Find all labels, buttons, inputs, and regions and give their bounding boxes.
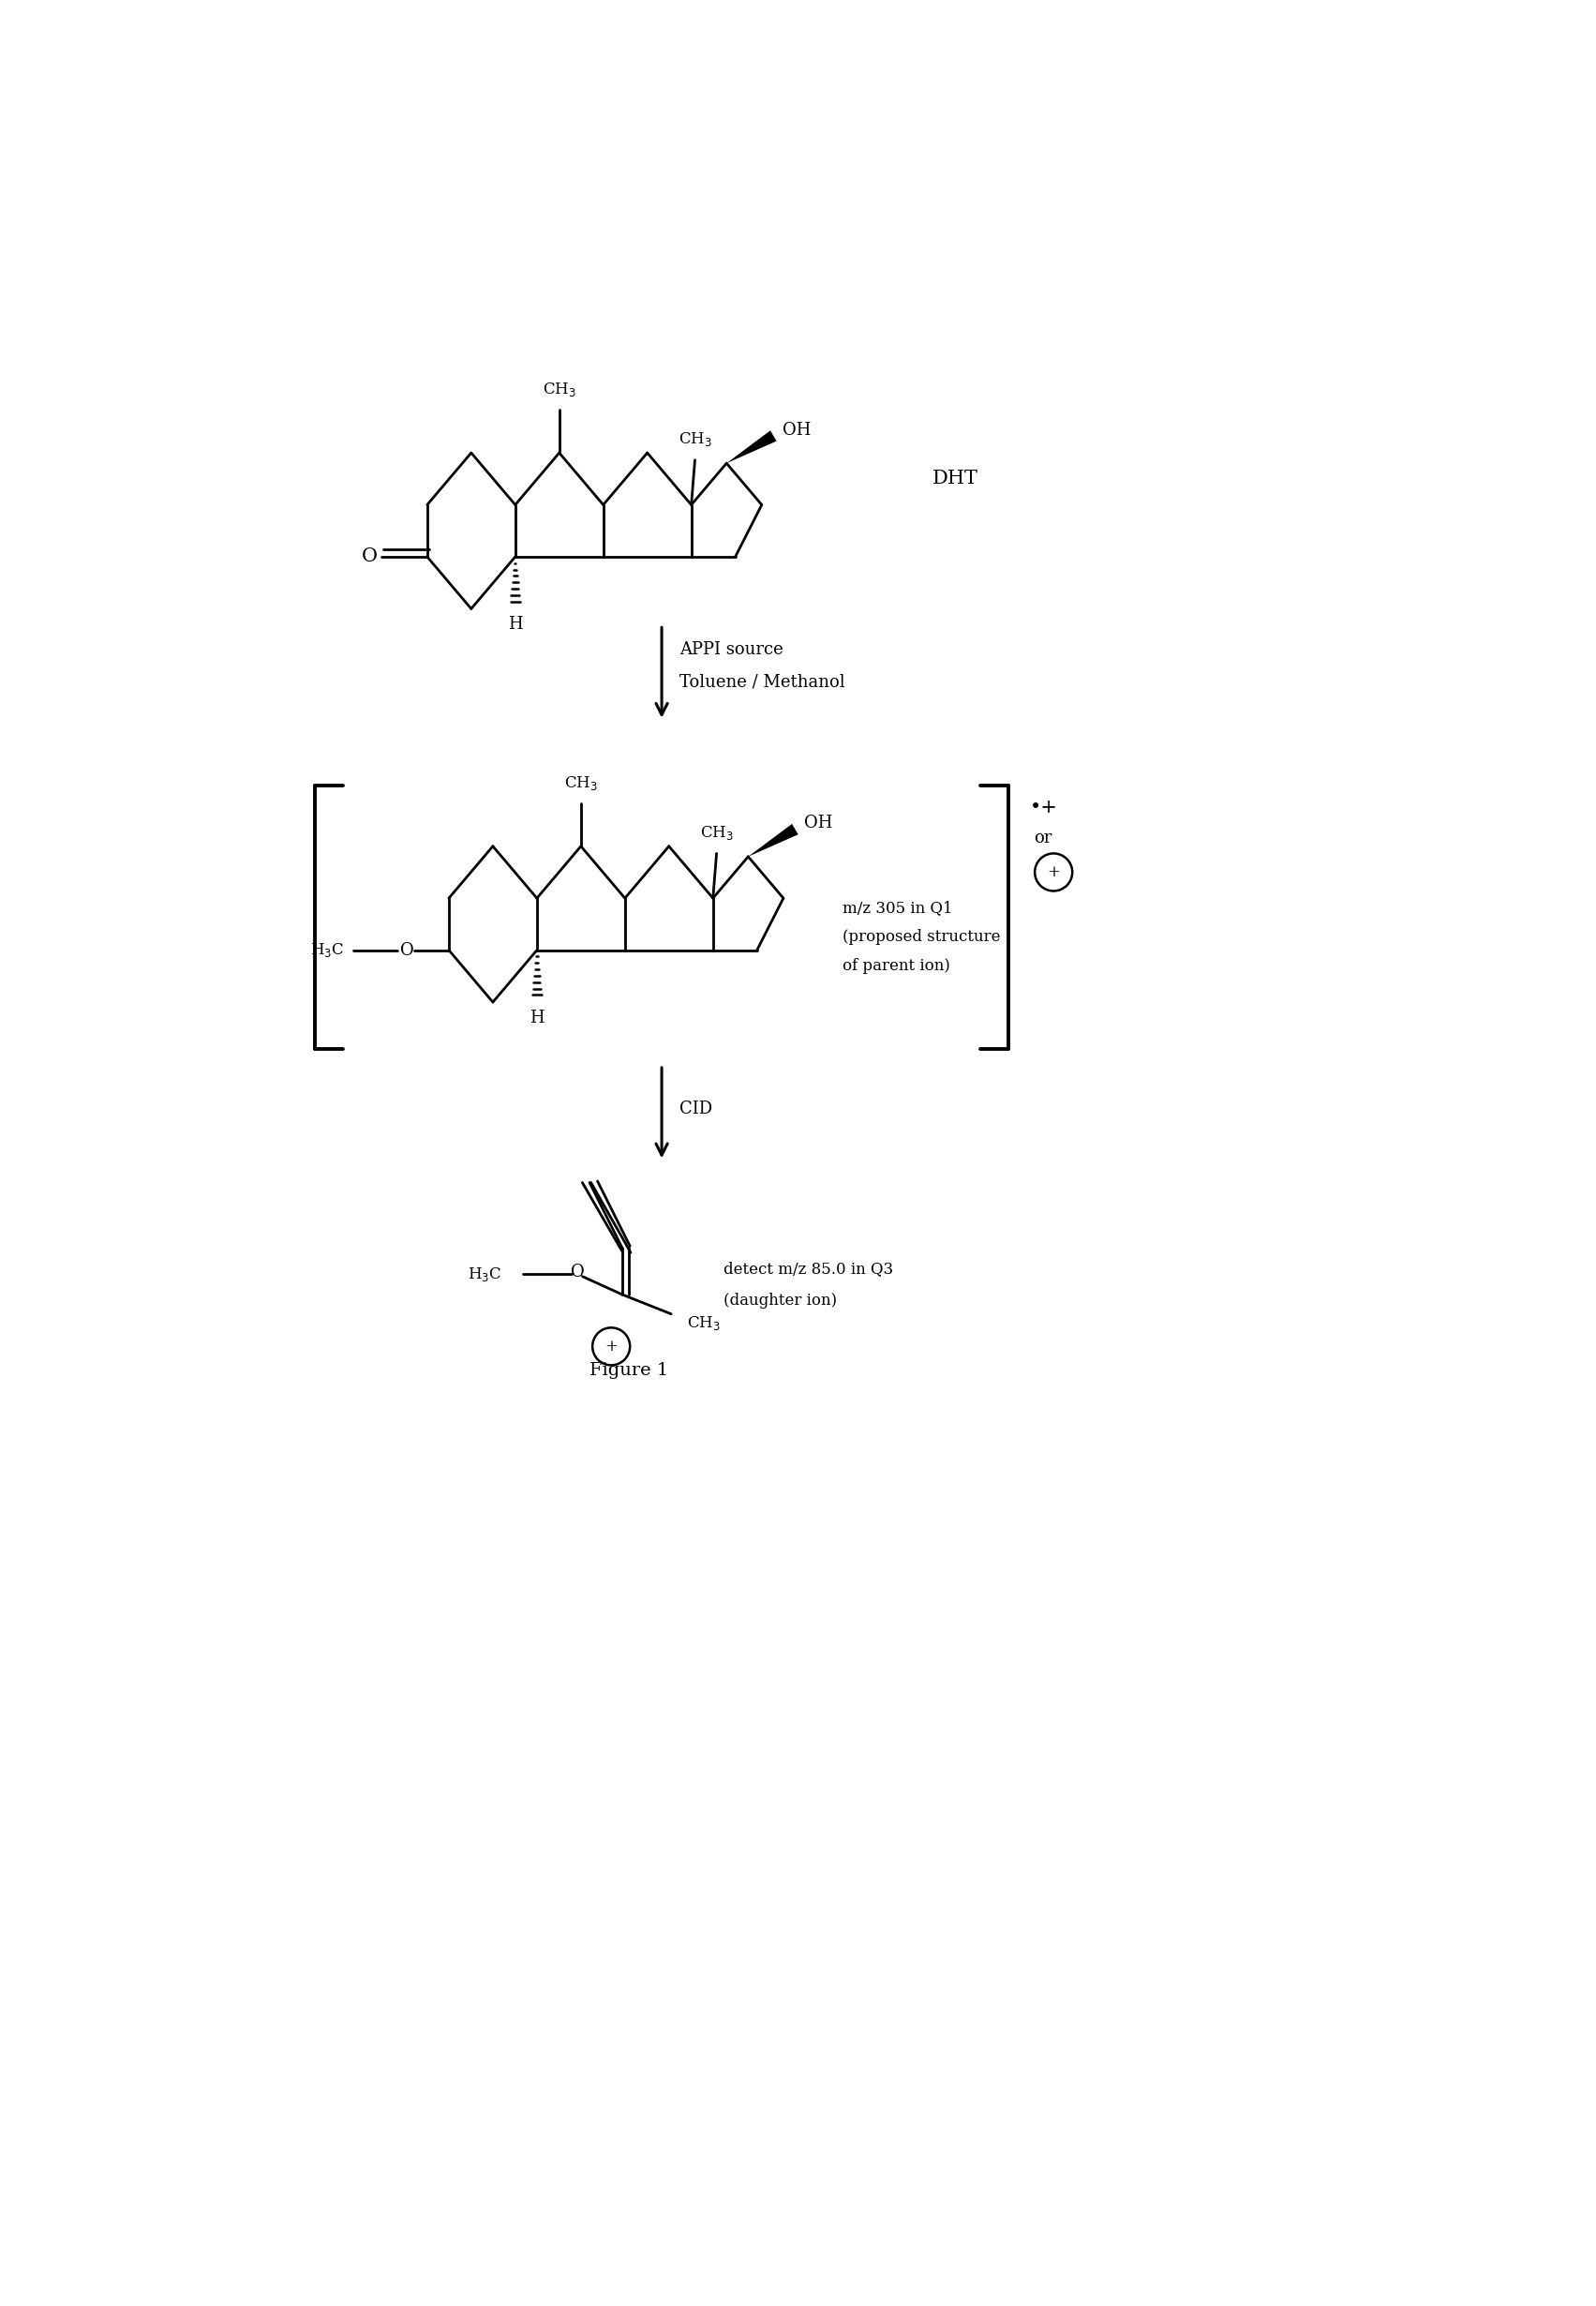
Text: •+: •+ <box>1029 798 1058 816</box>
Text: CH$_3$: CH$_3$ <box>678 431 712 447</box>
Text: OH: OH <box>804 814 833 832</box>
Text: O: O <box>362 549 377 565</box>
Text: (daughter ion): (daughter ion) <box>723 1291 836 1308</box>
Text: m/z 305 in Q1: m/z 305 in Q1 <box>843 899 953 915</box>
Text: +: + <box>605 1337 618 1354</box>
Text: or: or <box>1033 830 1052 846</box>
Text: O: O <box>570 1264 584 1280</box>
Text: CH$_3$: CH$_3$ <box>699 823 734 842</box>
Polygon shape <box>726 431 777 464</box>
Text: detect m/z 85.0 in Q3: detect m/z 85.0 in Q3 <box>723 1261 892 1278</box>
Text: DHT: DHT <box>932 470 978 489</box>
Text: H$_3$C: H$_3$C <box>468 1266 501 1282</box>
Text: CH$_3$: CH$_3$ <box>563 775 598 791</box>
Text: CH$_3$: CH$_3$ <box>686 1314 721 1333</box>
Polygon shape <box>749 823 798 856</box>
Text: +: + <box>1047 865 1060 881</box>
Text: (proposed structure: (proposed structure <box>843 929 1001 945</box>
Text: CH$_3$: CH$_3$ <box>543 380 576 399</box>
Text: of parent ion): of parent ion) <box>843 957 950 973</box>
Text: APPI source: APPI source <box>680 641 784 657</box>
Text: H$_3$C: H$_3$C <box>310 941 345 959</box>
Text: OH: OH <box>782 422 811 438</box>
Text: Figure 1: Figure 1 <box>591 1363 669 1379</box>
Text: H: H <box>530 1010 544 1026</box>
Text: Toluene / Methanol: Toluene / Methanol <box>680 673 846 692</box>
Text: O: O <box>401 941 413 959</box>
Text: CID: CID <box>680 1100 713 1118</box>
Text: H: H <box>508 616 522 632</box>
